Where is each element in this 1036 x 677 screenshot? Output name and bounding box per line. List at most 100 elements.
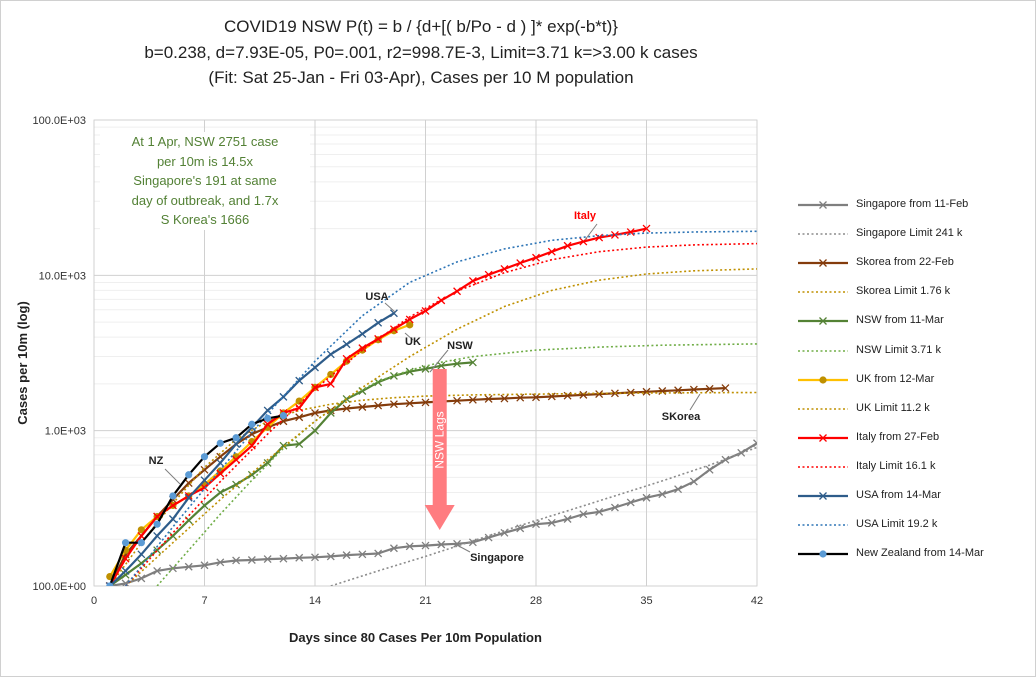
skorea-from-22-feb-point — [516, 393, 525, 402]
leader-line-usa — [384, 302, 396, 313]
chart-title-line-2: b=0.238, d=7.93E-05, P0=.001, r2=998.7E-… — [144, 43, 698, 62]
legend-swatch — [798, 291, 848, 294]
singapore-from-11-feb-point — [437, 540, 446, 549]
italy-from-27-feb-point — [121, 554, 130, 563]
legend-item-uk-limit-11-2-k: UK Limit 11.2 k — [792, 400, 1032, 418]
chart-title-line-3: (Fit: Sat 25-Jan - Fri 03-Apr), Cases pe… — [208, 68, 634, 87]
legend-item-singapore-limit-241-k: Singapore Limit 241 k — [792, 225, 1032, 243]
skorea-limit-1-76-k-line — [109, 391, 757, 586]
singapore-from-11-feb-point — [184, 562, 193, 571]
skorea-from-22-feb-point — [468, 395, 477, 404]
nsw-from-11-mar-point — [421, 364, 430, 373]
note-line-1: At 1 Apr, NSW 2751 case — [131, 134, 279, 149]
italy-from-27-feb-point — [563, 241, 572, 250]
skorea-from-22-feb-line — [108, 387, 726, 586]
legend-label: Italy Limit 16.1 k — [856, 459, 936, 472]
legend-label: Singapore Limit 241 k — [856, 227, 963, 240]
y-axis-label: Cases per 10m (log) — [15, 301, 30, 425]
usa-from-14-mar-point — [295, 376, 304, 385]
italy-from-27-feb-point — [358, 344, 367, 353]
nsw-from-11-mar-point — [453, 359, 462, 368]
x-tick-label: 42 — [751, 595, 763, 607]
annotation-uk: UK — [405, 336, 421, 348]
skorea-from-22-feb-point — [184, 479, 193, 488]
italy-from-27-feb-point — [326, 379, 335, 388]
chart-title-line-1: COVID19 NSW P(t) = b / {d+[( b/Po - d ) … — [224, 17, 618, 36]
usa-from-14-mar-point — [326, 350, 335, 359]
annotation-italy: Italy — [574, 210, 597, 222]
new-zealand-from-14-mar-point — [169, 492, 177, 500]
singapore-from-11-feb-point — [374, 549, 383, 558]
singapore-from-11-feb-point — [263, 555, 272, 564]
legend-item-skorea-from-22-feb: Skorea from 22-Feb — [792, 254, 1032, 272]
singapore-from-11-feb-point — [626, 498, 635, 507]
nsw-from-11-mar-point — [326, 409, 335, 417]
legend-swatch — [798, 375, 848, 384]
usa-from-14-mar-point — [121, 566, 130, 575]
new-zealand-from-14-mar-point — [200, 453, 209, 461]
leader-line-nz — [164, 468, 181, 485]
legend-label: NSW Limit 3.71 k — [856, 343, 941, 356]
legend-label: New Zealand from 14-Mar — [856, 547, 984, 560]
usa-from-14-mar-point — [358, 329, 367, 338]
skorea-from-22-feb-point — [279, 417, 288, 426]
usa-limit-19-2-k-series — [124, 230, 757, 586]
legend-label: Skorea from 22-Feb — [856, 256, 954, 269]
italy-from-27-feb-point — [610, 230, 619, 239]
leader-line-skorea — [689, 393, 701, 411]
legend-swatch — [798, 407, 848, 410]
singapore-from-11-feb-point — [468, 538, 477, 547]
italy-from-27-feb-point — [405, 315, 414, 324]
italy-from-27-feb-point — [232, 455, 241, 464]
x-axis-label: Days since 80 Cases Per 10m Population — [289, 630, 542, 645]
skorea-from-22-feb-point — [374, 401, 383, 410]
usa-from-14-mar-point — [232, 440, 241, 449]
italy-from-27-feb-point — [595, 233, 604, 242]
legend-swatch — [798, 349, 848, 352]
annotation-nz: NZ — [149, 455, 164, 467]
singapore-from-11-feb-point — [342, 551, 351, 560]
legend-swatch — [798, 466, 848, 468]
usa-from-14-mar-point — [374, 318, 383, 327]
leader-line-italy — [584, 223, 598, 241]
legend-swatch-marker — [819, 259, 827, 268]
note-line-5: S Korea's 1666 — [160, 212, 250, 227]
skorea-from-22-feb-point — [484, 395, 493, 403]
usa-from-14-mar-point — [389, 309, 398, 318]
legend-item-usa-limit-19-2-k: USA Limit 19.2 k — [792, 516, 1032, 534]
new-zealand-from-14-mar-point — [137, 539, 145, 547]
new-zealand-from-14-mar-point — [264, 414, 272, 422]
legend-label: UK Limit 11.2 k — [856, 401, 930, 414]
annotation-singapore: Singapore — [470, 552, 524, 564]
uk-from-12-mar-point — [327, 370, 335, 379]
usa-from-14-mar-point — [342, 340, 351, 349]
nsw-from-11-mar-point — [200, 501, 209, 510]
uk-from-12-mar-point — [406, 321, 414, 329]
legend-swatch — [798, 550, 848, 558]
annotation-nsw-lags: NSW Lags — [433, 411, 447, 468]
legend-swatch — [798, 433, 848, 442]
legend-label: UK from 12-Mar — [856, 372, 935, 385]
legend-swatch — [798, 233, 848, 235]
skorea-from-22-feb-point — [674, 386, 683, 395]
italy-from-27-feb-point — [342, 354, 351, 363]
skorea-from-22-feb-point — [453, 396, 462, 405]
usa-from-14-mar-point — [137, 550, 146, 559]
legend-swatch — [798, 524, 848, 526]
skorea-from-22-feb-point — [358, 403, 367, 411]
singapore-from-11-feb-point — [705, 465, 714, 474]
uk-limit-11-2-k-line — [125, 268, 757, 586]
skorea-from-22-feb-point — [547, 392, 556, 401]
skorea-from-22-feb-point — [200, 465, 209, 474]
singapore-from-11-feb-point — [579, 510, 588, 519]
legend-item-nsw-limit-3-71-k: NSW Limit 3.71 k — [792, 342, 1032, 360]
singapore-from-11-feb-point — [216, 558, 225, 567]
singapore-from-11-feb-point — [547, 518, 556, 527]
new-zealand-from-14-mar-series — [106, 412, 288, 586]
italy-from-27-feb-series — [105, 224, 651, 586]
annotation-usa: USA — [365, 291, 388, 303]
nsw-from-11-mar-point — [232, 480, 241, 489]
singapore-from-11-feb-point — [421, 541, 430, 550]
leader-line-nsw — [429, 349, 449, 373]
